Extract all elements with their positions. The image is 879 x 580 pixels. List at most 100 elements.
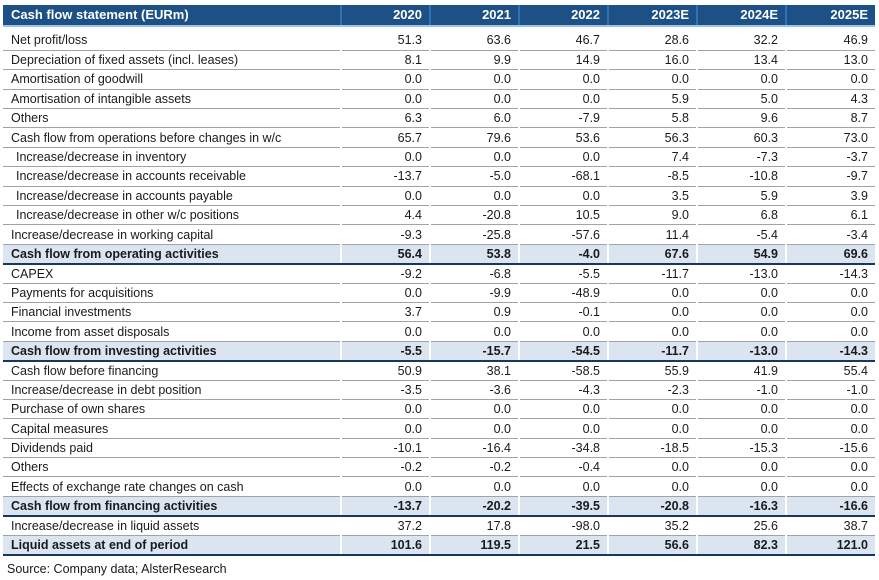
row-label: Financial investments [3, 302, 341, 323]
value-cell: -14.3 [785, 341, 875, 362]
value-cell: 55.9 [607, 360, 697, 381]
row-label: Income from asset disposals [3, 321, 341, 342]
table-title: Cash flow statement (EURm) [3, 5, 341, 27]
table-row: Increase/decrease in liquid assets 37.2 17… [3, 515, 875, 536]
cash-flow-statement-table: Cash flow statement (EURm) 2020 2021 2022 2… [3, 5, 875, 556]
value-cell: 69.6 [785, 244, 875, 265]
value-cell: 0.0 [785, 476, 875, 497]
value-cell: 9.0 [607, 205, 697, 226]
value-cell: 0.0 [696, 399, 786, 420]
value-cell: 0.9 [429, 302, 519, 323]
row-label: Dividends paid [3, 438, 341, 459]
table-row: Increase/decrease in debt position -3.5 -3… [3, 380, 875, 400]
value-cell: 0.0 [340, 89, 430, 110]
value-cell: 0.0 [429, 186, 519, 207]
value-cell: 0.0 [429, 321, 519, 342]
value-cell: 0.0 [696, 418, 786, 439]
value-cell: 5.9 [607, 89, 697, 110]
source-note: Source: Company data; AlsterResearch [7, 561, 227, 576]
value-cell: 6.1 [785, 205, 875, 226]
value-cell: 3.9 [785, 186, 875, 207]
value-cell: 0.0 [340, 69, 430, 90]
value-cell: -3.7 [785, 147, 875, 168]
row-label: Others [3, 108, 341, 129]
row-label: Liquid assets at end of period [3, 535, 341, 556]
value-cell: 5.9 [696, 186, 786, 207]
value-cell: 0.0 [785, 302, 875, 323]
value-cell: -14.3 [785, 263, 875, 284]
column-header-year: 2025E [785, 5, 875, 27]
value-cell: 51.3 [340, 31, 430, 51]
value-cell: 0.0 [429, 476, 519, 497]
value-cell: 4.4 [340, 205, 430, 226]
value-cell: 21.5 [518, 535, 608, 556]
value-cell: 0.0 [429, 147, 519, 168]
row-label: Cash flow from operations before changes… [3, 127, 341, 148]
row-label: Increase/decrease in inventory [3, 147, 341, 168]
value-cell: 8.1 [340, 50, 430, 71]
value-cell: 6.3 [340, 108, 430, 129]
value-cell: 56.3 [607, 127, 697, 148]
table-row: Increase/decrease in other w/c positions… [3, 205, 875, 226]
value-cell: -9.7 [785, 166, 875, 187]
value-cell: -15.7 [429, 341, 519, 362]
value-cell: 0.0 [785, 321, 875, 342]
table-row: Cash flow from operations before changes… [3, 127, 875, 148]
value-cell: -15.6 [785, 438, 875, 459]
value-cell: 0.0 [696, 283, 786, 303]
value-cell: -0.2 [340, 457, 430, 478]
value-cell: 0.0 [607, 69, 697, 90]
value-cell: 0.0 [340, 399, 430, 420]
table-row: Amortisation of goodwill 0.0 0.0 0.0 0.0 0.0 0… [3, 69, 875, 90]
value-cell: -7.9 [518, 108, 608, 129]
value-cell: 9.9 [429, 50, 519, 71]
value-cell: -1.0 [696, 380, 786, 400]
value-cell: 0.0 [696, 476, 786, 497]
value-cell: -5.5 [340, 341, 430, 362]
value-cell: -58.5 [518, 360, 608, 381]
value-cell: 0.0 [785, 418, 875, 439]
table-row: Increase/decrease in working capital -9.3… [3, 224, 875, 245]
value-cell: 13.4 [696, 50, 786, 71]
value-cell: 56.6 [607, 535, 697, 556]
value-cell: -13.0 [696, 341, 786, 362]
table-header: Cash flow statement (EURm) 2020 2021 2022 2… [3, 5, 875, 27]
value-cell: 82.3 [696, 535, 786, 556]
value-cell: -5.5 [518, 263, 608, 284]
value-cell: 0.0 [340, 321, 430, 342]
value-cell: -0.2 [429, 457, 519, 478]
value-cell: -98.0 [518, 515, 608, 536]
value-cell: 0.0 [429, 69, 519, 90]
value-cell: 65.7 [340, 127, 430, 148]
table-row-subtotal: Liquid assets at end of period 101.6 119.5… [3, 535, 875, 556]
table-row: Financial investments 3.7 0.9 -0.1 0.0 0.0 0.0 [3, 302, 875, 323]
value-cell: 63.6 [429, 31, 519, 51]
value-cell: 46.9 [785, 31, 875, 51]
row-label: Amortisation of intangible assets [3, 89, 341, 110]
value-cell: 0.0 [429, 89, 519, 110]
value-cell: 3.5 [607, 186, 697, 207]
value-cell: 28.6 [607, 31, 697, 51]
value-cell: 0.0 [340, 476, 430, 497]
row-label: Purchase of own shares [3, 399, 341, 420]
value-cell: 121.0 [785, 535, 875, 556]
value-cell: -10.1 [340, 438, 430, 459]
value-cell: -13.7 [340, 166, 430, 187]
value-cell: 0.0 [518, 399, 608, 420]
value-cell: -2.3 [607, 380, 697, 400]
table-row: Purchase of own shares 0.0 0.0 0.0 0.0 0.0 0.0 [3, 399, 875, 420]
value-cell: -4.0 [518, 244, 608, 265]
value-cell: -39.5 [518, 496, 608, 517]
value-cell: 41.9 [696, 360, 786, 381]
value-cell: -18.5 [607, 438, 697, 459]
value-cell: -15.3 [696, 438, 786, 459]
value-cell: -3.5 [340, 380, 430, 400]
value-cell: 11.4 [607, 224, 697, 245]
value-cell: 6.0 [429, 108, 519, 129]
value-cell: 60.3 [696, 127, 786, 148]
table-header-row: Cash flow statement (EURm) 2020 2021 2022 2… [3, 5, 875, 27]
column-header-year: 2020 [340, 5, 430, 27]
table-row: Depreciation of fixed assets (incl. leas… [3, 50, 875, 71]
value-cell: 0.0 [518, 186, 608, 207]
value-cell: 6.8 [696, 205, 786, 226]
